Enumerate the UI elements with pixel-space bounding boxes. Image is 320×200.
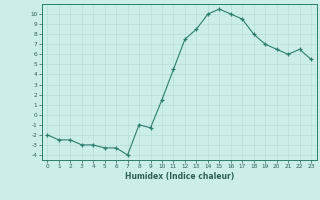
X-axis label: Humidex (Indice chaleur): Humidex (Indice chaleur) bbox=[124, 172, 234, 181]
